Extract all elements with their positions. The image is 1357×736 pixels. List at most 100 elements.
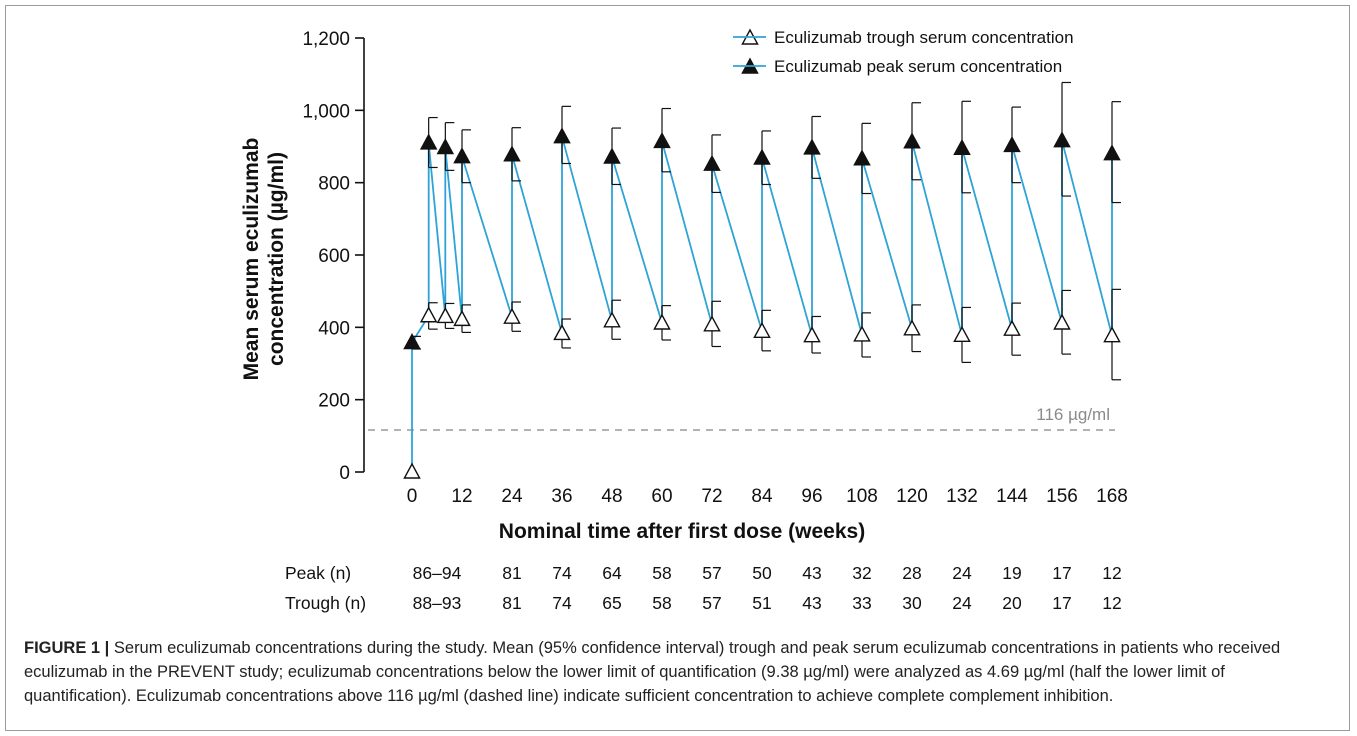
figure-caption: FIGURE 1 | Serum eculizumab concentratio… <box>24 636 1324 708</box>
x-tick-label: 72 <box>701 486 722 507</box>
n-count: 17 <box>1052 593 1071 613</box>
peak-point <box>1053 131 1071 148</box>
n-count: 64 <box>602 563 622 583</box>
n-count: 24 <box>952 563 972 583</box>
chart-axes: 0 200 400 600 800 1,000 1,200 0 12 24 36 48 60 72 84 96… <box>240 29 1128 543</box>
threshold-label: 116 µg/ml <box>1036 405 1110 424</box>
y-axis-title: Mean serum eculizumabconcentration (µg/m… <box>240 138 288 381</box>
peak-point <box>436 138 455 155</box>
figure-label: FIGURE 1 | <box>24 639 110 657</box>
trough-peak-series-line <box>411 136 1113 472</box>
n-count: 24 <box>952 593 972 613</box>
y-tick-label: 0 <box>339 463 350 484</box>
peak-point <box>703 154 721 171</box>
n-count: 12 <box>1102 563 1121 583</box>
trough-point <box>953 325 971 342</box>
x-tick-label: 132 <box>946 486 978 507</box>
y-tick-label: 1,000 <box>302 101 350 122</box>
sample-size-table: Peak (n) 86–94 81 74 64 58 57 50 43 32 28 24 19 17 12 T… <box>285 563 1122 613</box>
peak-point <box>753 148 771 165</box>
trough-point <box>853 325 871 342</box>
n-count: 43 <box>802 593 821 613</box>
peak-point <box>403 333 421 350</box>
trough-point <box>503 307 521 324</box>
peak-point <box>1103 144 1121 161</box>
trough-point <box>453 309 471 327</box>
trough-point <box>803 326 821 343</box>
x-tick-label: 84 <box>751 486 773 507</box>
trough-point <box>1103 326 1121 343</box>
n-count: 20 <box>1002 593 1022 613</box>
n-count: 81 <box>502 563 521 583</box>
n-count: 43 <box>802 563 821 583</box>
n-row-label: Peak (n) <box>285 563 351 583</box>
trough-point <box>553 324 571 341</box>
peak-point <box>553 127 571 144</box>
peak-point <box>803 138 821 155</box>
trough-point <box>903 319 921 336</box>
n-count: 57 <box>702 593 721 613</box>
n-count: 28 <box>902 563 921 583</box>
x-axis-title: Nominal time after first dose (weeks) <box>499 520 865 543</box>
n-count: 58 <box>652 563 671 583</box>
n-count: 33 <box>852 593 871 613</box>
n-count: 86–94 <box>413 563 462 583</box>
peak-point <box>453 147 471 164</box>
peak-point <box>503 145 521 162</box>
y-tick-label: 200 <box>318 391 350 412</box>
n-count: 17 <box>1052 563 1071 583</box>
x-tick-label: 60 <box>651 486 672 507</box>
peak-point <box>653 131 671 149</box>
trough-point <box>653 313 671 330</box>
n-row-label: Trough (n) <box>285 593 366 613</box>
y-tick-label: 1,200 <box>302 29 350 50</box>
n-count: 30 <box>902 593 922 613</box>
y-tick-label: 600 <box>318 246 350 267</box>
n-count: 74 <box>552 563 572 583</box>
trough-point <box>436 307 455 324</box>
y-tick-label: 400 <box>318 318 350 339</box>
data-markers <box>403 28 1121 479</box>
x-tick-label: 36 <box>551 486 572 507</box>
peak-point <box>853 149 871 166</box>
trough-point <box>603 311 621 328</box>
trough-point <box>753 321 771 339</box>
series-lines <box>411 136 1113 472</box>
peak-point <box>419 133 438 150</box>
legend: Eculizumab trough serum concentration Ecu… <box>733 28 1074 76</box>
n-count: 12 <box>1102 593 1121 613</box>
legend-entry: Eculizumab trough serum concentration <box>774 28 1074 47</box>
legend-entry: Eculizumab peak serum concentration <box>774 57 1062 76</box>
x-tick-label: 12 <box>451 486 472 507</box>
peak-point <box>603 147 621 164</box>
trough-point <box>419 306 438 323</box>
figure-caption-text: Serum eculizumab concentrations during t… <box>24 639 1281 705</box>
trough-point <box>1003 319 1021 336</box>
n-count: 57 <box>702 563 721 583</box>
trough-point <box>703 315 721 332</box>
x-tick-label: 0 <box>407 486 418 507</box>
peak-point <box>953 138 971 156</box>
n-count: 74 <box>552 593 572 613</box>
x-tick-label: 96 <box>801 486 822 507</box>
x-tick-label: 120 <box>896 486 928 507</box>
reference-line-group: 116 µg/ml <box>368 405 1115 431</box>
x-tick-label: 144 <box>996 486 1028 507</box>
figure-frame <box>5 5 1350 731</box>
x-tick-label: 24 <box>501 486 523 507</box>
y-tick-label: 800 <box>318 174 350 195</box>
n-count: 19 <box>1002 563 1021 583</box>
x-tick-label: 168 <box>1096 486 1128 507</box>
peak-point <box>1003 135 1021 153</box>
peak-point <box>903 132 921 149</box>
trough-point <box>1053 313 1071 330</box>
n-count: 81 <box>502 593 521 613</box>
y-axis-title-line-2: concentration (µg/ml) <box>265 152 288 366</box>
n-count: 50 <box>752 563 772 583</box>
n-count: 58 <box>652 593 671 613</box>
trough-point <box>403 462 421 479</box>
x-tick-label: 156 <box>1046 486 1078 507</box>
x-tick-label: 48 <box>601 486 622 507</box>
n-count: 32 <box>852 563 871 583</box>
y-axis-title-line-1: Mean serum eculizumab <box>240 138 263 381</box>
